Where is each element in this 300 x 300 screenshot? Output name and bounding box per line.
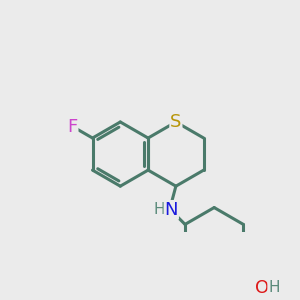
Text: S: S (170, 113, 182, 131)
Text: F: F (67, 118, 78, 136)
Text: H: H (153, 202, 165, 217)
Text: N: N (165, 201, 178, 219)
Text: O: O (255, 279, 269, 297)
Text: H: H (268, 280, 280, 295)
